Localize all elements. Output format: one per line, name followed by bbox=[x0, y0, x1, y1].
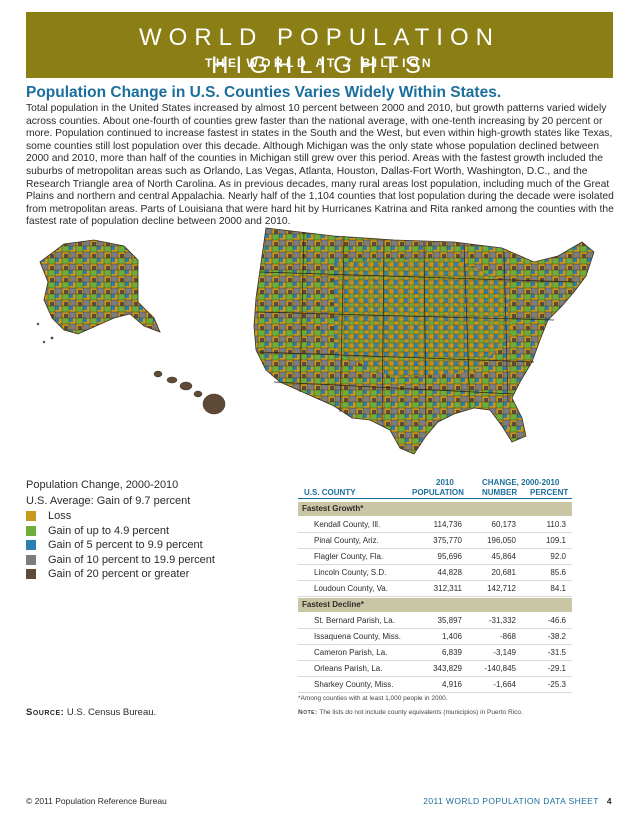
source-note: Source: U.S. Census Bureau. bbox=[26, 707, 156, 718]
legend-swatch bbox=[26, 569, 36, 580]
cell-population: 343,829 bbox=[433, 664, 462, 673]
article-body: Total population in the United States in… bbox=[26, 103, 614, 228]
cell-population: 6,839 bbox=[441, 648, 462, 657]
cell-population: 95,696 bbox=[437, 552, 462, 561]
cell-county: St. Bernard Parish, La. bbox=[314, 616, 395, 625]
cell-county: Lincoln County, S.D. bbox=[314, 568, 387, 577]
header-banner: WORLD POPULATION HIGHLIGHTS THE WORLD AT… bbox=[26, 12, 613, 79]
cell-number: 142,712 bbox=[487, 584, 516, 593]
table-row: Orleans Parish, La. 343,829 -140,845 -29… bbox=[298, 661, 572, 677]
legend-item-gain-20-plus: Gain of 20 percent or greater bbox=[26, 567, 215, 582]
group-fastest-growth: Fastest Growth* bbox=[298, 502, 572, 516]
article-heading: Population Change in U.S. Counties Varie… bbox=[26, 84, 502, 101]
legend-label: Gain of 5 percent to 9.9 percent bbox=[48, 539, 203, 552]
legend-swatch bbox=[26, 540, 36, 551]
cell-population: 375,770 bbox=[433, 536, 462, 545]
hawaii-shape bbox=[153, 370, 226, 415]
cell-number: -868 bbox=[499, 632, 516, 641]
cell-percent: -38.2 bbox=[547, 632, 566, 641]
table-row: Kendall County, Ill. 114,736 60,173 110.… bbox=[298, 517, 572, 533]
map-legend: Loss Gain of up to 4.9 percent Gain of 5… bbox=[26, 509, 215, 582]
header-year: 2010 bbox=[436, 478, 454, 487]
group-fastest-decline: Fastest Decline* bbox=[298, 598, 572, 612]
cell-percent: -46.6 bbox=[547, 616, 566, 625]
cell-percent: 92.0 bbox=[550, 552, 566, 561]
legend-swatch bbox=[26, 554, 36, 565]
legend-item-gain-5-to-9-9: Gain of 5 percent to 9.9 percent bbox=[26, 538, 215, 553]
legend-label: Loss bbox=[48, 510, 72, 523]
cell-county: Cameron Parish, La. bbox=[314, 648, 388, 657]
cell-population: 114,736 bbox=[433, 520, 462, 529]
cell-percent: 109.1 bbox=[545, 536, 566, 545]
legend-label: Gain of 10 percent to 19.9 percent bbox=[48, 553, 215, 566]
cell-county: Orleans Parish, La. bbox=[314, 664, 383, 673]
cell-county: Issaquena County, Miss. bbox=[314, 632, 402, 641]
col-percent: PERCENT bbox=[530, 488, 569, 497]
banner-title: WORLD POPULATION HIGHLIGHTS bbox=[139, 24, 500, 79]
us-county-map bbox=[36, 227, 595, 455]
legend-item-loss: Loss bbox=[26, 509, 215, 524]
cell-number: -140,845 bbox=[484, 664, 516, 673]
header-change: CHANGE, 2000-2010 bbox=[482, 478, 560, 487]
col-number: NUMBER bbox=[482, 488, 518, 497]
table-row: St. Bernard Parish, La. 35,897 -31,332 -… bbox=[298, 613, 572, 629]
note-text: The lists do not include county equivale… bbox=[319, 709, 523, 716]
banner-subtitle: THE WORLD AT 7 BILLION bbox=[205, 56, 434, 70]
table-row: Cameron Parish, La. 6,839 -3,149 -31.5 bbox=[298, 645, 572, 661]
table-row: Flagler County, Fla. 95,696 45,864 92.0 bbox=[298, 549, 572, 565]
page-number: 4 bbox=[606, 796, 612, 806]
legend-swatch bbox=[26, 525, 36, 536]
cell-percent: 84.1 bbox=[550, 584, 566, 593]
table-row: Loudoun County, Va. 312,311 142,712 84.1 bbox=[298, 581, 572, 597]
legend-title: Population Change, 2000-2010 bbox=[26, 479, 179, 491]
source-label: Source: bbox=[26, 707, 65, 718]
table-row: Issaquena County, Miss. 1,406 -868 -38.2 bbox=[298, 629, 572, 645]
cell-percent: -25.3 bbox=[547, 680, 566, 689]
legend-item-gain-10-to-19-9: Gain of 10 percent to 19.9 percent bbox=[26, 553, 215, 568]
publication-title: 2011 WORLD POPULATION DATA SHEET bbox=[423, 796, 599, 806]
cell-county: Pinal County, Ariz. bbox=[314, 536, 379, 545]
header-divider bbox=[298, 498, 572, 499]
note-label: Note: bbox=[298, 709, 318, 716]
cell-percent: -29.1 bbox=[547, 664, 566, 673]
cell-population: 4,916 bbox=[441, 680, 462, 689]
table-row: Sharkey County, Miss. 4,916 -1,664 -25.3 bbox=[298, 677, 572, 693]
legend-swatch bbox=[26, 511, 36, 522]
cell-population: 1,406 bbox=[441, 632, 462, 641]
cell-number: 20,681 bbox=[491, 568, 516, 577]
cell-county: Loudoun County, Va. bbox=[314, 584, 388, 593]
cell-number: 196,050 bbox=[487, 536, 516, 545]
cell-population: 312,311 bbox=[433, 584, 462, 593]
table-footnote: *Among counties with at least 1,000 peop… bbox=[298, 695, 448, 702]
alaska-shape bbox=[39, 239, 161, 335]
legend-item-gain-up-to-4-9: Gain of up to 4.9 percent bbox=[26, 524, 215, 539]
cell-percent: -31.5 bbox=[547, 648, 566, 657]
cell-county: Sharkey County, Miss. bbox=[314, 680, 394, 689]
col-population: POPULATION bbox=[412, 488, 464, 497]
footer-publication: 2011 WORLD POPULATION DATA SHEET 4 bbox=[423, 796, 612, 806]
cell-number: -31,332 bbox=[488, 616, 516, 625]
cell-number: 45,864 bbox=[491, 552, 516, 561]
footer-copyright: © 2011 Population Reference Bureau bbox=[26, 796, 167, 806]
cell-population: 44,828 bbox=[437, 568, 462, 577]
cell-percent: 110.3 bbox=[546, 520, 566, 529]
legend-label: Gain of up to 4.9 percent bbox=[48, 524, 170, 537]
table-row: Pinal County, Ariz. 375,770 196,050 109.… bbox=[298, 533, 572, 549]
cell-number: -1,664 bbox=[493, 680, 516, 689]
cell-population: 35,897 bbox=[437, 616, 462, 625]
table-row: Lincoln County, S.D. 44,828 20,681 85.6 bbox=[298, 565, 572, 581]
table-note: Note: The lists do not include county eq… bbox=[298, 709, 523, 716]
col-county: U.S. COUNTY bbox=[304, 488, 356, 497]
legend-label: Gain of 20 percent or greater bbox=[48, 568, 190, 581]
cell-number: 60,173 bbox=[491, 520, 516, 529]
legend-average: U.S. Average: Gain of 9.7 percent bbox=[26, 495, 191, 507]
cell-percent: 85.6 bbox=[550, 568, 566, 577]
cell-county: Kendall County, Ill. bbox=[314, 520, 381, 529]
cell-number: -3,149 bbox=[493, 648, 516, 657]
cell-county: Flagler County, Fla. bbox=[314, 552, 384, 561]
source-text: U.S. Census Bureau. bbox=[66, 707, 157, 718]
